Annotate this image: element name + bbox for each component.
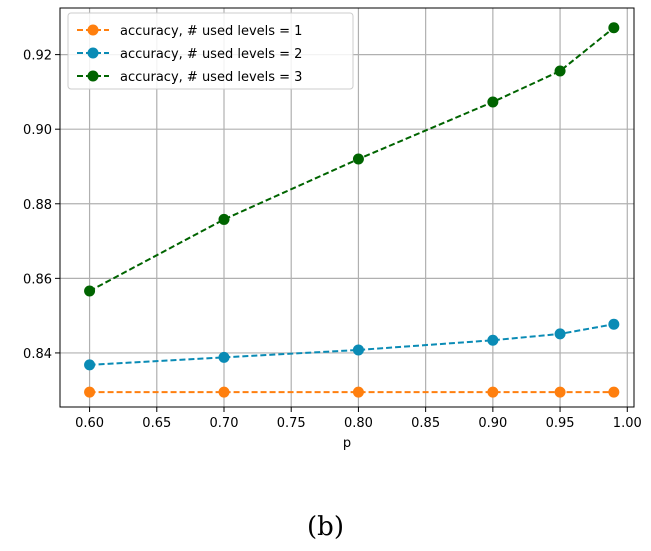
legend-marker — [87, 47, 99, 59]
data-point — [554, 328, 566, 340]
data-point — [554, 386, 566, 398]
x-tick-label: 0.70 — [210, 416, 239, 431]
legend-marker — [87, 70, 99, 82]
x-axis-ticks: 0.60 0.65 0.70 0.75 0.80 0.85 0.90 0.95 1.00 — [75, 407, 642, 431]
series-2 — [84, 318, 620, 371]
x-axis-label: p — [343, 436, 351, 451]
data-point — [608, 386, 620, 398]
x-tick-label: 0.75 — [277, 416, 306, 431]
data-point — [352, 153, 364, 165]
data-point — [218, 386, 230, 398]
data-point — [218, 351, 230, 363]
data-point — [487, 96, 499, 108]
y-tick-label: 0.90 — [23, 123, 52, 138]
data-point — [487, 386, 499, 398]
series-3 — [84, 22, 620, 297]
data-point — [554, 65, 566, 77]
x-tick-label: 0.65 — [142, 416, 171, 431]
legend-box — [67, 12, 354, 90]
series-group — [84, 22, 620, 398]
series-1 — [84, 386, 620, 398]
data-point — [84, 285, 96, 297]
x-tick-label: 0.95 — [546, 416, 575, 431]
figure-caption: (b) — [307, 512, 344, 542]
x-tick-label: 0.60 — [75, 416, 104, 431]
x-tick-label: 0.85 — [411, 416, 440, 431]
y-tick-label: 0.92 — [23, 49, 52, 64]
y-tick-label: 0.84 — [23, 347, 52, 362]
legend-label: accuracy, # used levels = 2 — [120, 47, 302, 62]
data-point — [84, 359, 96, 371]
legend-label: accuracy, # used levels = 1 — [120, 24, 302, 39]
y-tick-label: 0.88 — [23, 198, 52, 213]
data-point — [608, 318, 620, 330]
data-point — [352, 386, 364, 398]
data-point — [352, 344, 364, 356]
y-axis-ticks: 0.84 0.86 0.88 0.90 0.92 — [23, 49, 60, 362]
series-line — [89, 323, 615, 366]
data-point — [608, 22, 620, 34]
legend: accuracy, # used levels = 1 accuracy, # u… — [67, 12, 354, 90]
data-point — [487, 334, 499, 346]
x-tick-label: 0.80 — [344, 416, 373, 431]
x-tick-label: 0.90 — [478, 416, 507, 431]
legend-label: accuracy, # used levels = 3 — [120, 70, 302, 85]
plot-frame — [59, 7, 635, 408]
y-tick-label: 0.86 — [23, 272, 52, 287]
series-line — [89, 26, 615, 292]
data-point — [218, 213, 230, 225]
line-chart: 0.60 0.65 0.70 0.75 0.80 0.85 0.90 0.95 1.00 0.8… — [23, 7, 642, 451]
x-tick-label: 1.00 — [613, 416, 642, 431]
data-point — [84, 386, 96, 398]
legend-marker — [87, 24, 99, 36]
